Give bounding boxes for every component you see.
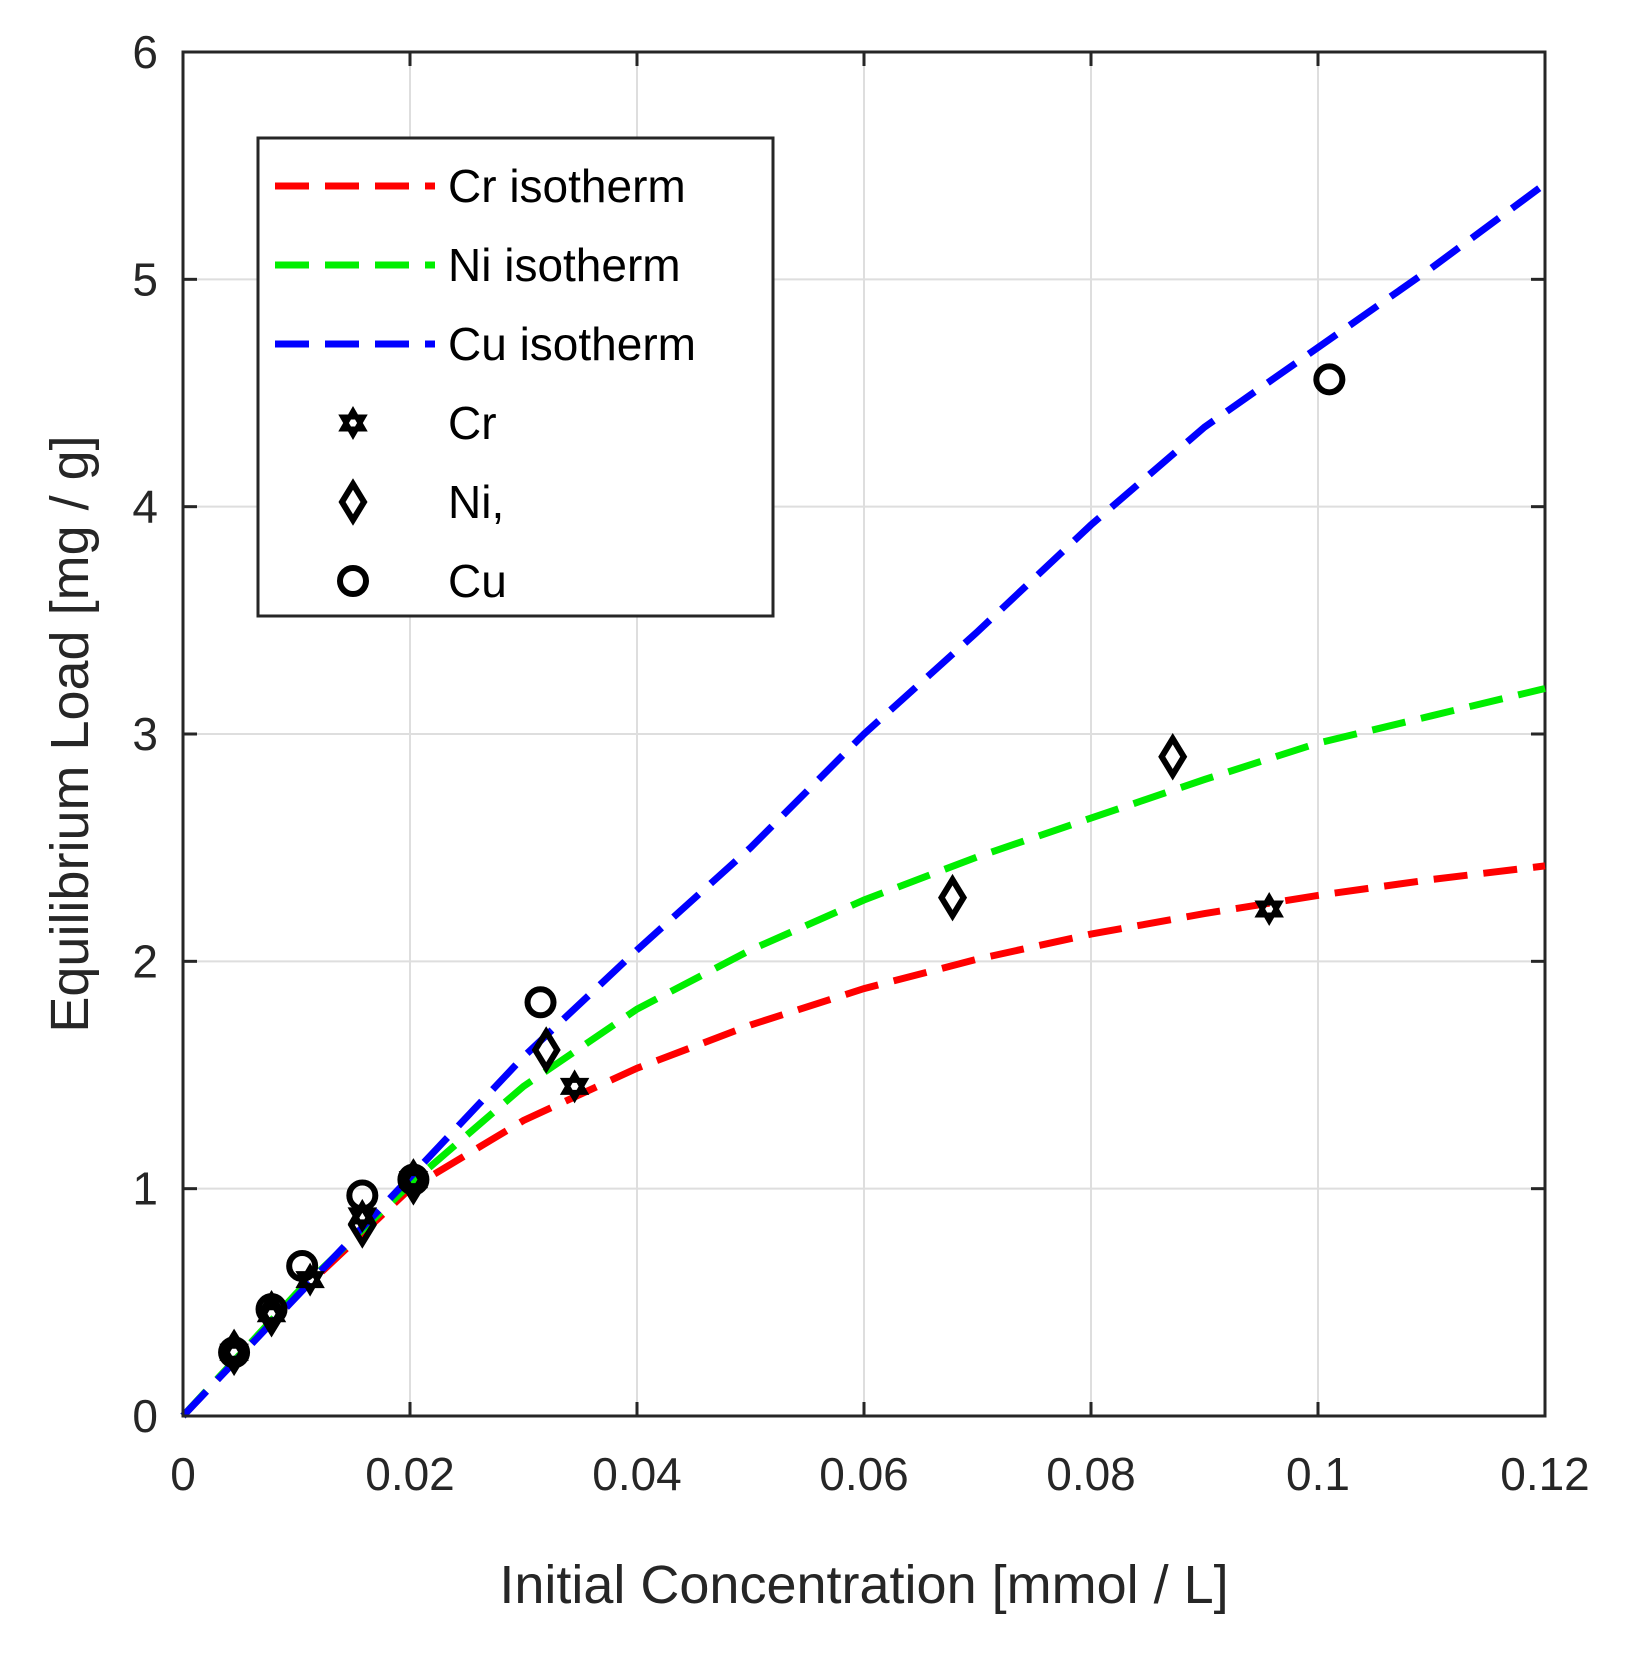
legend-label: Ni, — [448, 476, 504, 528]
legend-label: Cu — [448, 555, 507, 607]
x-tick-label: 0.08 — [1046, 1448, 1136, 1500]
cu-point — [1313, 363, 1346, 396]
y-tick-label: 4 — [132, 481, 158, 533]
y-axis-label: Equilibrium Load [mg / g] — [40, 435, 100, 1032]
cu-point — [397, 1163, 430, 1196]
x-axis-label: Initial Concentration [mmol / L] — [499, 1555, 1228, 1615]
cu-point — [346, 1179, 379, 1212]
legend-label: Cu isotherm — [448, 318, 696, 370]
axis-ticks: 0 0.02 0.04 0.06 0.08 0.1 0.12 0 1 2 3 4 5 6 — [132, 26, 1589, 1500]
legend-box — [256, 136, 775, 618]
legend-marker-cr — [338, 406, 368, 440]
cr-point — [559, 1069, 590, 1104]
ni-point — [938, 873, 968, 922]
series-layer — [180, 181, 1548, 1419]
ni-point — [1158, 732, 1188, 781]
ni-point — [257, 1289, 287, 1338]
x-tick-label: 0.06 — [819, 1448, 909, 1500]
ni-point — [531, 1026, 561, 1074]
legend-marker-cu — [337, 565, 369, 597]
cu-point — [218, 1336, 251, 1369]
legend-marker-cr-tri-up — [338, 406, 368, 432]
cr-point-tri-down — [559, 1077, 590, 1104]
cr-point — [1254, 892, 1284, 926]
cr-point-tri-down — [219, 1343, 249, 1370]
cu-point — [524, 986, 557, 1019]
cr-point-tri-up — [559, 1069, 590, 1095]
x-tick-label: 0 — [170, 1448, 196, 1500]
y-tick-label: 6 — [132, 26, 158, 78]
y-tick-label: 5 — [132, 253, 158, 305]
x-tick-label: 0.12 — [1500, 1448, 1590, 1500]
legend-label: Cr isotherm — [448, 160, 686, 212]
legend-label: Cr — [448, 397, 497, 449]
y-tick-label: 3 — [132, 708, 158, 760]
ni-point — [347, 1201, 377, 1249]
legend-marker-ni — [338, 478, 368, 526]
x-tick-label: 0.1 — [1286, 1448, 1350, 1500]
y-tick-label: 1 — [132, 1163, 158, 1215]
legend: Cr isotherm Ni isotherm Cu isotherm Cr Ni, Cu — [256, 136, 775, 618]
legend-marker-cr-tri-down — [338, 414, 368, 440]
cr-point-tri-down — [256, 1305, 287, 1331]
legend-label: Ni isotherm — [448, 239, 681, 291]
y-tick-label: 2 — [132, 935, 158, 987]
x-tick-label: 0.04 — [592, 1448, 682, 1500]
x-tick-label: 0.02 — [365, 1448, 455, 1500]
cu-point — [255, 1293, 288, 1326]
ni-point — [398, 1158, 428, 1206]
cr-point-tri-down — [1254, 900, 1284, 926]
cu-point — [286, 1249, 319, 1282]
cu-isotherm-line — [180, 181, 1548, 1419]
cr-point-tri-up — [1254, 892, 1284, 918]
y-tick-label: 0 — [132, 1390, 158, 1442]
cr-point-tri-down — [398, 1171, 429, 1197]
ni-point — [219, 1328, 249, 1377]
cr-point — [219, 1335, 249, 1370]
cr-point-tri-up — [219, 1335, 249, 1361]
